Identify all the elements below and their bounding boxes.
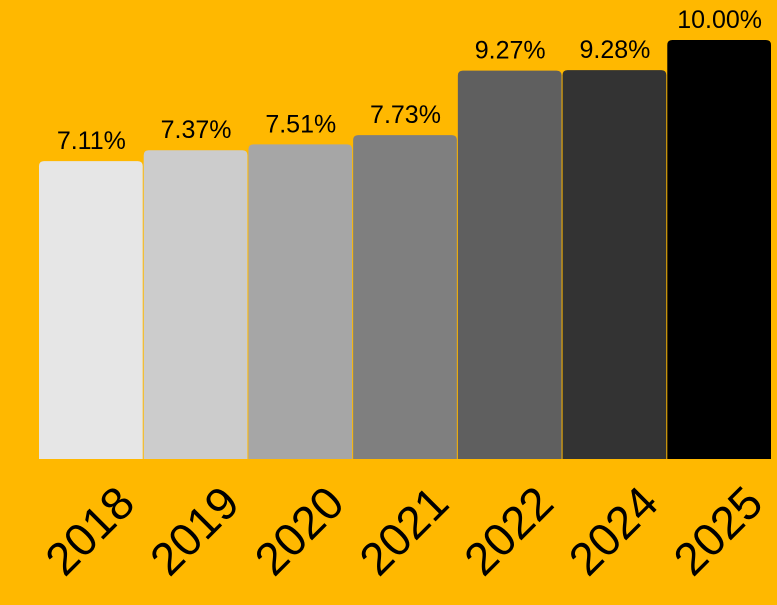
bar (143, 150, 248, 459)
value-label: 7.51% (265, 110, 336, 138)
value-label: 7.73% (370, 101, 441, 129)
bar (562, 70, 667, 459)
bar (39, 161, 143, 459)
bar (457, 70, 562, 459)
bar (667, 40, 771, 459)
value-label: 9.27% (475, 37, 546, 65)
value-label: 10.00% (677, 6, 762, 34)
bar (353, 135, 457, 459)
value-label: 9.28% (579, 36, 650, 64)
value-label: 7.37% (161, 116, 232, 144)
bar (248, 144, 353, 459)
value-label: 7.11% (57, 127, 126, 155)
